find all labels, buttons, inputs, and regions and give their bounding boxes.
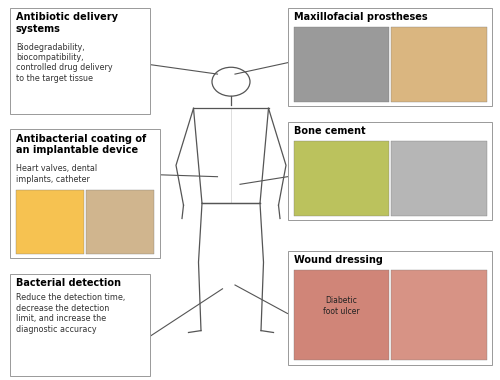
Text: Antibiotic delivery
systems: Antibiotic delivery systems <box>16 12 118 34</box>
FancyBboxPatch shape <box>294 27 389 102</box>
FancyBboxPatch shape <box>10 8 150 114</box>
FancyBboxPatch shape <box>288 122 492 220</box>
FancyBboxPatch shape <box>391 270 486 360</box>
Text: Maxillofacial prostheses: Maxillofacial prostheses <box>294 12 427 22</box>
Text: Diabetic
foot ulcer: Diabetic foot ulcer <box>323 296 360 316</box>
Text: Biodegradability,
biocompatibility,
controlled drug delivery
to the target tissu: Biodegradability, biocompatibility, cont… <box>16 43 112 83</box>
FancyBboxPatch shape <box>294 270 389 360</box>
FancyBboxPatch shape <box>86 190 154 254</box>
Text: Wound dressing: Wound dressing <box>294 255 382 265</box>
FancyBboxPatch shape <box>294 141 389 216</box>
FancyBboxPatch shape <box>391 141 486 216</box>
FancyBboxPatch shape <box>10 274 150 376</box>
Text: Reduce the detection time,
decrease the detection
limit, and increase the
diagno: Reduce the detection time, decrease the … <box>16 293 125 334</box>
FancyBboxPatch shape <box>288 251 492 365</box>
FancyBboxPatch shape <box>391 27 486 102</box>
Text: Antibacterial coating of
an implantable device: Antibacterial coating of an implantable … <box>16 134 146 155</box>
FancyBboxPatch shape <box>16 190 84 254</box>
Text: Heart valves, dental
implants, catheter: Heart valves, dental implants, catheter <box>16 164 97 184</box>
FancyBboxPatch shape <box>10 129 160 258</box>
FancyBboxPatch shape <box>288 8 492 106</box>
Text: Bone cement: Bone cement <box>294 126 365 136</box>
Text: Bacterial detection: Bacterial detection <box>16 278 121 288</box>
